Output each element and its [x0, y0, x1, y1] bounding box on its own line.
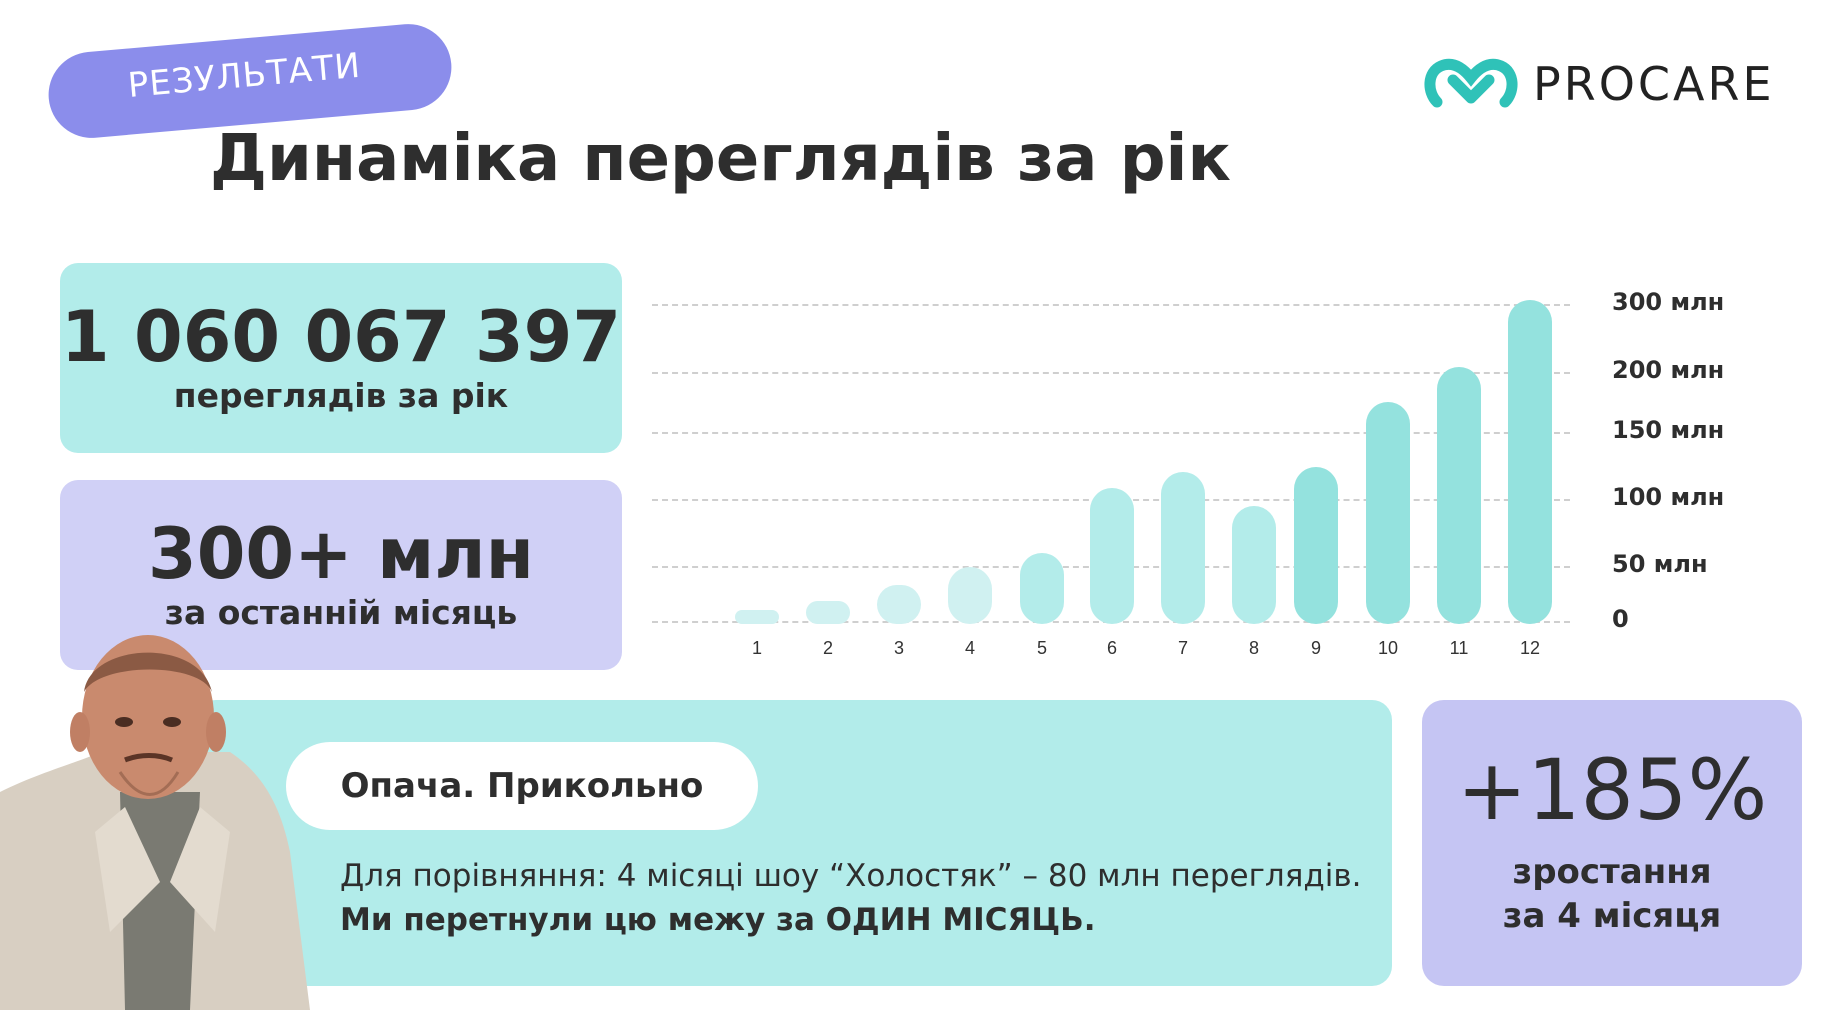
heart-logo-icon	[1424, 58, 1518, 108]
x-tick-label: 10	[1377, 638, 1399, 658]
x-tick-label: 1	[751, 638, 762, 658]
comparison-emphasis: Ми перетнули цю межу за ОДИН МІСЯЦЬ.	[340, 902, 1096, 938]
brand-name: PROCARE	[1533, 57, 1775, 111]
growth-value: +185%	[1456, 740, 1768, 839]
x-tick-label: 8	[1248, 638, 1259, 658]
bar-month-7	[1161, 472, 1205, 624]
speech-bubble: Опача. Прикольно	[286, 742, 758, 830]
y-tick-label: 0	[1612, 605, 1629, 633]
x-tick-label: 5	[1036, 638, 1047, 658]
last-month-caption: за останній місяць	[164, 592, 518, 632]
y-tick-label: 300 млн	[1612, 288, 1725, 316]
bar-month-9	[1294, 466, 1338, 624]
total-views-card: 1 060 067 397 переглядів за рік	[60, 263, 622, 453]
growth-caption-line1: зростання	[1512, 851, 1712, 892]
y-tick-label: 150 млн	[1612, 416, 1725, 444]
total-views-value: 1 060 067 397	[60, 295, 622, 378]
bar-month-4	[948, 567, 992, 624]
bar-month-1	[735, 610, 779, 624]
views-bar-chart: 1 2 3 4 5 6 7 8 9 10 11 12	[650, 280, 1570, 670]
x-tick-label: 12	[1519, 638, 1541, 658]
y-tick-label: 50 млн	[1612, 550, 1708, 578]
growth-card: +185% зростання за 4 місяця	[1422, 700, 1802, 986]
bar-month-11	[1437, 366, 1481, 624]
bar-month-10	[1366, 402, 1410, 624]
bar-month-5	[1020, 552, 1064, 624]
bar-month-8	[1232, 505, 1276, 624]
last-month-value: 300+ млн	[148, 512, 534, 595]
y-tick-label: 200 млн	[1612, 356, 1725, 384]
gridline	[652, 304, 1570, 306]
bar-month-3	[877, 584, 921, 624]
x-tick-label: 9	[1310, 638, 1321, 658]
x-tick-label: 11	[1449, 638, 1469, 658]
person-photo	[0, 635, 310, 1010]
bar-month-12	[1508, 299, 1552, 624]
growth-caption: зростання за 4 місяця	[1503, 850, 1722, 938]
bar-month-2	[806, 601, 850, 624]
x-tick-label: 2	[822, 638, 833, 658]
total-views-caption: переглядів за рік	[173, 375, 509, 415]
comparison-text: Для порівняння: 4 місяці шоу “Холостяк” …	[340, 858, 1362, 894]
gridline	[652, 432, 1570, 434]
x-tick-label: 6	[1106, 638, 1117, 658]
page-title: Динаміка переглядів за рік	[210, 122, 1231, 196]
growth-caption-line2: за 4 місяця	[1502, 896, 1722, 936]
y-tick-label: 100 млн	[1612, 483, 1725, 511]
x-tick-label: 3	[893, 638, 904, 658]
bar-month-6	[1090, 488, 1134, 624]
x-tick-label: 4	[964, 638, 975, 658]
gridline	[652, 372, 1570, 374]
x-tick-label: 7	[1177, 638, 1188, 658]
brand-logo: PROCARE	[1423, 56, 1775, 112]
